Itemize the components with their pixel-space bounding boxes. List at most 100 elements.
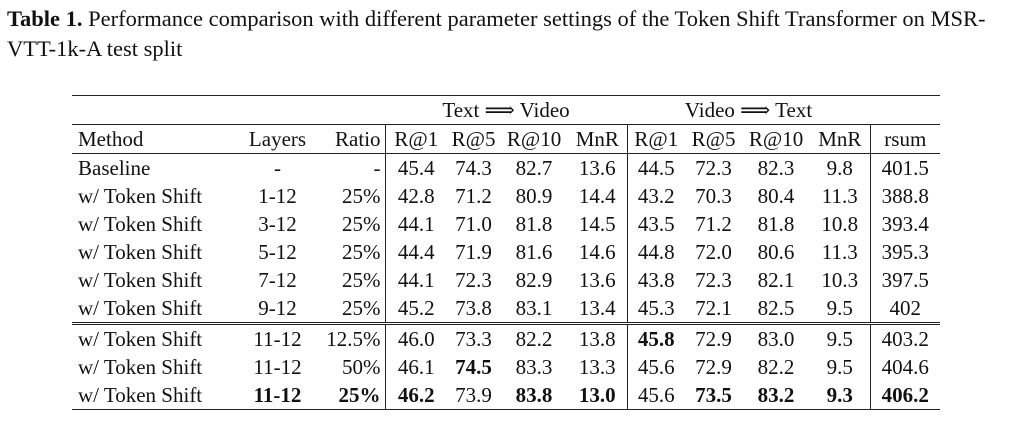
caption-text: Performance comparison with different pa…: [7, 6, 986, 61]
table-cell: 82.1: [757, 268, 795, 292]
table-cell: 403.2: [869, 322, 941, 353]
table-cell: 80.4: [757, 184, 795, 208]
column-header: R@1: [384, 124, 448, 154]
table-cell: 44.1: [384, 266, 448, 294]
table-cell: 71.9: [455, 240, 492, 264]
table-cell: 13.3: [578, 355, 616, 379]
column-header: Method: [72, 124, 240, 154]
table-cell: 10.8: [821, 212, 859, 236]
column-header-row: Method Layers Ratio R@1 R@5 R@10 MnR R@1 R@5 R@10…: [72, 124, 941, 154]
table-cell: 42.8: [384, 182, 448, 210]
table-cell: 71.2: [455, 184, 492, 208]
table-cell: 83.0: [742, 322, 811, 353]
table-row: w/ Token Shift 11-12 12.5% 46.0 73.3 82.2 13.8…: [72, 322, 941, 353]
table-cell: 82.7: [515, 156, 553, 180]
table-cell: 9.3: [810, 381, 871, 410]
table-cell: 25%: [342, 268, 381, 292]
table-cell: 388.8: [869, 182, 941, 210]
table-cell: 395.3: [869, 238, 941, 266]
table-cell: 25%: [342, 184, 381, 208]
table-cell: 402: [869, 294, 941, 324]
table-cell: 7-12: [258, 268, 297, 292]
table-cell: 14.6: [578, 240, 616, 264]
table-cell: 25%: [315, 381, 386, 410]
table-cell: 72.3: [455, 268, 492, 292]
table-cell: 50%: [342, 355, 381, 379]
table-cell: 44.4: [384, 238, 448, 266]
table-cell: 1-12: [258, 184, 297, 208]
table-cell: 83.1: [515, 296, 553, 320]
table-cell: 73.5: [685, 381, 743, 410]
table-cell: 45.8: [626, 322, 686, 353]
table-cell: 80.6: [757, 240, 795, 264]
table-cell: -: [274, 156, 281, 180]
table-cell: 25%: [342, 212, 381, 236]
table-cell: 11-12: [240, 381, 315, 410]
column-header: R@5: [685, 124, 743, 154]
column-header: MnR: [568, 124, 628, 154]
table-cell: 81.8: [757, 212, 795, 236]
table-cell: 73.3: [447, 322, 501, 353]
table-cell: 72.9: [695, 355, 732, 379]
table-cell: 13.0: [568, 381, 628, 410]
table-cell: 72.0: [695, 240, 732, 264]
table-cell: w/ Token Shift: [78, 240, 203, 264]
table-row: w/ Token Shift 11-12 50% 46.1 74.5 83.3 13.3 45…: [72, 353, 941, 381]
table-cell: 9-12: [258, 296, 297, 320]
group-header-row: Text ⟹ Video Video ⟹ Text: [72, 95, 941, 125]
table-cell: 83.3: [515, 355, 553, 379]
table-cell: 43.8: [626, 266, 686, 294]
table-cell: w/ Token Shift: [78, 184, 203, 208]
table-cell: Baseline: [78, 156, 151, 180]
table-body: Text ⟹ Video Video ⟹ Text Method Layers Rati…: [72, 95, 941, 410]
table-row: w/ Token Shift 3-12 25% 44.1 71.0 81.8 14.5 43.…: [72, 210, 941, 238]
table-cell: 83.2: [742, 381, 811, 410]
table-cell: 73.9: [447, 381, 501, 410]
column-header: R@5: [447, 124, 501, 154]
table-cell: w/ Token Shift: [72, 322, 240, 353]
table-cell: 3-12: [258, 212, 297, 236]
table-cell: 404.6: [869, 353, 941, 381]
table-cell: 397.5: [869, 266, 941, 294]
column-header: R@10: [742, 124, 811, 154]
column-header: R@10: [500, 124, 569, 154]
table-cell: 72.3: [695, 268, 732, 292]
group-header: Text ⟹ Video: [385, 95, 628, 125]
table-cell: 45.6: [626, 381, 686, 410]
table-cell: 44.8: [626, 238, 686, 266]
table-row: w/ Token Shift 7-12 25% 44.1 72.3 82.9 13.6 43.…: [72, 266, 941, 294]
table-cell: 46.2: [384, 381, 448, 410]
table-cell: 14.5: [578, 212, 616, 236]
table-cell: 82.2: [757, 355, 795, 379]
table-cell: 406.2: [869, 381, 941, 410]
caption: Table 1. Performance comparison with dif…: [7, 4, 1017, 64]
table-cell: 71.2: [695, 212, 732, 236]
table-cell: 45.4: [384, 153, 448, 182]
table-cell: 83.8: [500, 381, 569, 410]
table-cell: 9.8: [826, 156, 853, 180]
table-cell: 46.0: [384, 322, 448, 353]
table-cell: 82.5: [757, 296, 795, 320]
table-cell: -: [373, 156, 381, 180]
caption-label: Table 1.: [7, 6, 83, 31]
table-cell: 12.5%: [315, 322, 386, 353]
table-cell: 25%: [342, 240, 381, 264]
table-cell: 81.6: [515, 240, 553, 264]
table-cell: 11-12: [240, 322, 315, 353]
table-cell: w/ Token Shift: [78, 355, 203, 379]
table-cell: 82.2: [500, 322, 569, 353]
table-cell: w/ Token Shift: [78, 296, 203, 320]
table-cell: 13.4: [578, 296, 616, 320]
table-cell: w/ Token Shift: [78, 212, 203, 236]
table-row: Baseline - -45.4 74.3 82.7 13.6 44.5 72.3 82.3 9.…: [72, 153, 941, 182]
table-cell: 13.8: [568, 322, 628, 353]
table-cell: 9.5: [826, 296, 853, 320]
table-cell: 10.3: [821, 268, 859, 292]
table-cell: 45.2: [384, 294, 448, 324]
column-header: Ratio: [315, 124, 386, 154]
table-cell: 82.3: [757, 156, 795, 180]
table-cell: 5-12: [258, 240, 297, 264]
table-cell: 71.0: [455, 212, 492, 236]
table-row: w/ Token Shift 5-12 25% 44.4 71.9 81.6 14.6 44.…: [72, 238, 941, 266]
table-cell: 43.2: [626, 182, 686, 210]
